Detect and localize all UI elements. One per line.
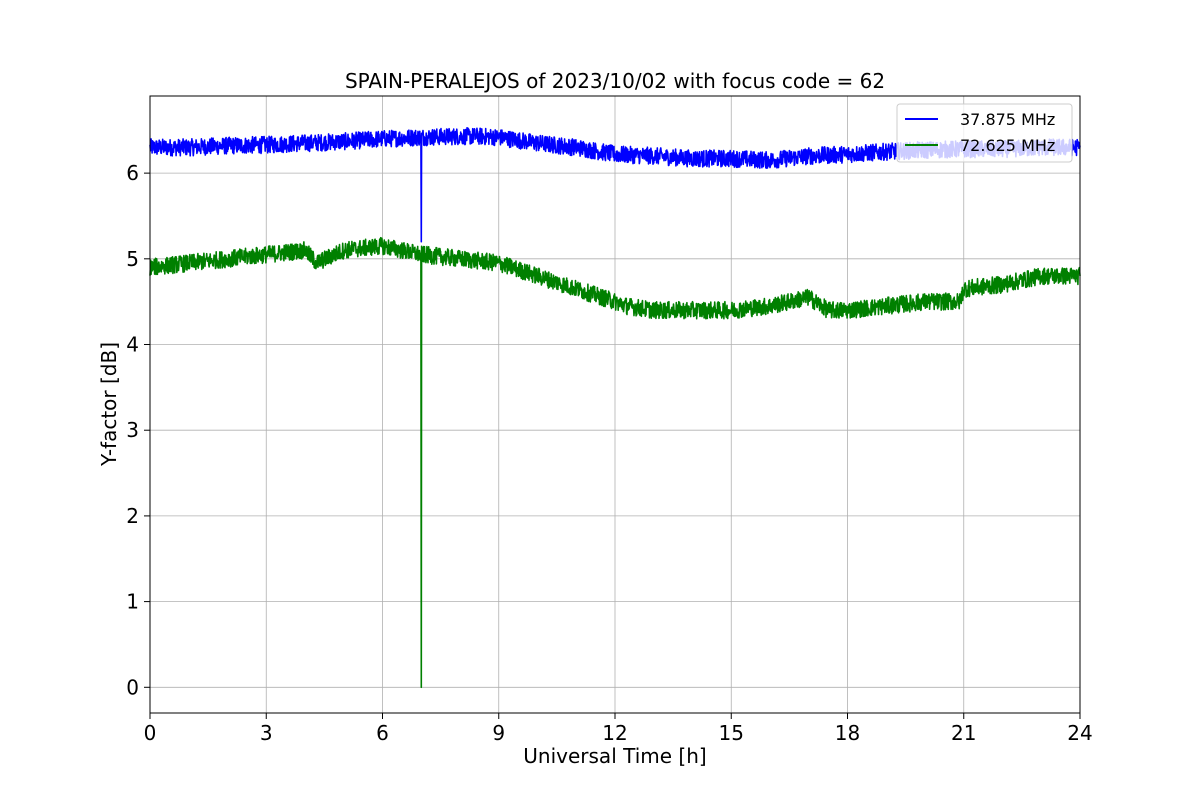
x-tick-label: 9 [492, 721, 505, 745]
y-tick-label: 5 [126, 247, 139, 271]
x-tick-label: 6 [376, 721, 389, 745]
y-tick-label: 3 [126, 418, 139, 442]
chart-title: SPAIN-PERALEJOS of 2023/10/02 with focus… [345, 69, 885, 93]
x-tick-label: 18 [835, 721, 860, 745]
x-axis-label: Universal Time [h] [523, 744, 706, 768]
y-tick-label: 2 [126, 504, 139, 528]
legend-label-72-625: 72.625 MHz [960, 136, 1055, 155]
legend-box [896, 103, 1073, 163]
y-tick-label: 6 [126, 161, 139, 185]
y-axis-label: Y-factor [dB] [97, 342, 121, 467]
legend: 37.875 MHz 72.625 MHz [896, 103, 1073, 163]
y-tick-label: 4 [126, 333, 139, 357]
y-tick-label: 0 [126, 675, 139, 699]
x-tick-label: 3 [260, 721, 273, 745]
series-line-1 [149, 236, 1081, 689]
legend-label-37-875: 37.875 MHz [960, 110, 1055, 129]
x-tick-label: 0 [144, 721, 157, 745]
x-tick-label: 12 [602, 721, 627, 745]
y-tick-label: 1 [126, 590, 139, 614]
x-tick-label: 15 [719, 721, 744, 745]
x-tick-label: 21 [951, 721, 976, 745]
x-tick-label: 24 [1067, 721, 1092, 745]
